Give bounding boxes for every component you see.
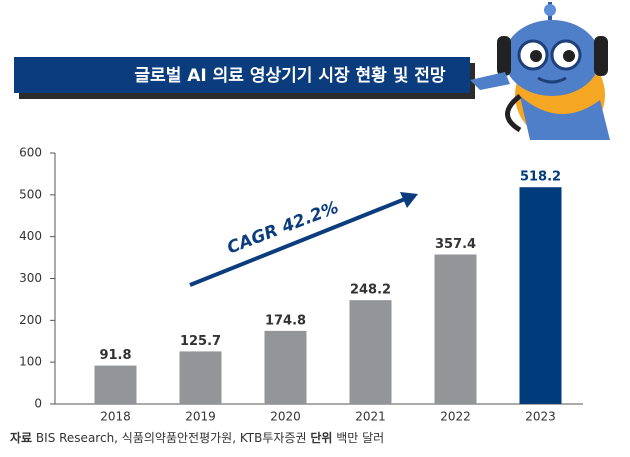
y-tick-label: 600 bbox=[19, 146, 42, 160]
source-note: 자료 BIS Research, 식품의약품안전평가원, KTB투자증권 단위 … bbox=[10, 430, 384, 445]
title-banner bbox=[14, 57, 470, 93]
y-tick-label: 500 bbox=[19, 187, 42, 201]
cagr-arrowhead bbox=[400, 192, 418, 208]
bar bbox=[264, 330, 307, 404]
bar bbox=[94, 365, 137, 404]
bar bbox=[434, 254, 477, 404]
value-label: 174.8 bbox=[265, 313, 306, 328]
y-tick-label: 0 bbox=[34, 397, 42, 411]
x-tick-label: 2023 bbox=[525, 410, 556, 424]
x-tick-label: 2018 bbox=[100, 410, 131, 424]
chart-title: 글로벌 AI 의료 영상기기 시장 현황 및 전망 bbox=[134, 66, 446, 86]
x-tick-label: 2020 bbox=[270, 410, 301, 424]
unit-label: 단위 bbox=[310, 430, 332, 445]
value-label: 357.4 bbox=[435, 237, 476, 252]
y-tick-label: 400 bbox=[19, 229, 42, 243]
value-label: 518.2 bbox=[520, 170, 561, 185]
unit: 백만 달러 bbox=[336, 431, 384, 445]
cagr-arrow bbox=[189, 197, 406, 287]
robot-illustration bbox=[470, 2, 610, 140]
y-tick-label: 200 bbox=[19, 313, 42, 327]
y-tick-label: 300 bbox=[19, 271, 42, 285]
x-tick-label: 2021 bbox=[355, 410, 386, 424]
x-tick-label: 2022 bbox=[440, 410, 471, 424]
bar bbox=[179, 351, 222, 404]
y-tick-label: 100 bbox=[19, 355, 42, 369]
bar bbox=[519, 187, 562, 404]
value-label: 248.2 bbox=[350, 283, 391, 298]
source: BIS Research, 식품의약품안전평가원, KTB투자증권 bbox=[36, 430, 307, 445]
bar bbox=[349, 300, 392, 404]
value-label: 125.7 bbox=[180, 334, 221, 349]
x-tick-label: 2019 bbox=[185, 410, 216, 424]
value-label: 91.8 bbox=[99, 348, 131, 363]
source-label: 자료 bbox=[10, 430, 32, 445]
